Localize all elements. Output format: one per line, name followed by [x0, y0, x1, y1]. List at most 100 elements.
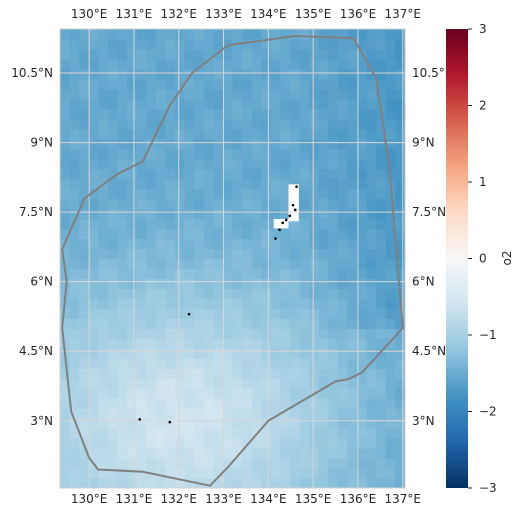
field-cell [251, 208, 262, 220]
field-cell [376, 208, 387, 220]
field-cell [242, 38, 253, 50]
field-cell [242, 98, 253, 110]
field-cell [251, 38, 262, 50]
field-cell [88, 308, 99, 319]
field-cell [222, 118, 234, 130]
field-cell [79, 318, 90, 329]
field-cell [203, 248, 214, 260]
field-cell [98, 88, 109, 100]
field-cell [347, 428, 358, 439]
field-cell [242, 258, 253, 270]
field-cell [337, 428, 349, 439]
field-cell [318, 29, 329, 40]
lon-tick-label-bottom: 137°E [385, 492, 422, 506]
field-cell [309, 168, 320, 180]
field-cell [280, 318, 291, 329]
eez-boundary [61, 35, 404, 487]
field-cell [328, 68, 339, 80]
field-cell [328, 288, 339, 300]
field-cell [242, 248, 253, 260]
field-cell [184, 368, 195, 379]
field-cell [194, 148, 205, 160]
field-cell [242, 288, 253, 300]
field-cell [357, 438, 368, 449]
field-cell [146, 328, 157, 339]
field-cell [357, 478, 368, 488]
field-cell [328, 128, 339, 140]
field-cell [347, 68, 358, 80]
field-cell [117, 238, 128, 250]
field-cell [98, 218, 109, 230]
field-cell [117, 128, 128, 140]
field-cell [107, 288, 119, 300]
field-cell [299, 308, 310, 319]
field-cell [280, 138, 291, 150]
field-cell [107, 428, 119, 439]
field-cell [251, 328, 262, 339]
field-cell [117, 68, 128, 80]
field-cell [107, 458, 119, 469]
field-cell [357, 118, 368, 130]
field-cell [194, 128, 205, 140]
field-cell [107, 298, 119, 309]
field-cell [69, 88, 80, 100]
field-cell [146, 268, 157, 280]
field-cell [337, 98, 349, 110]
field-cell [184, 118, 195, 130]
field-cell [232, 248, 243, 260]
field-cell [203, 88, 214, 100]
field-cell [175, 308, 186, 319]
field-cell [222, 478, 234, 488]
field-cell [107, 108, 119, 120]
field-cell [194, 238, 205, 250]
field-cell [165, 288, 176, 300]
field-cell [280, 358, 291, 369]
field-cell [337, 148, 349, 160]
field-cell [194, 468, 205, 479]
field-cell [395, 338, 405, 349]
field-cell [146, 388, 157, 399]
field-cell [232, 48, 243, 60]
field-cell [318, 448, 329, 459]
field-cell [261, 298, 272, 309]
field-cell [222, 368, 234, 379]
field-cell [299, 468, 310, 479]
field-cell [357, 138, 368, 150]
field-cell [318, 408, 329, 419]
field-cell [376, 168, 387, 180]
field-cell [280, 158, 291, 170]
field-cell [261, 388, 272, 399]
field-cell [337, 29, 349, 40]
field-cell [280, 148, 291, 160]
field-cell [203, 78, 214, 90]
field-cell [318, 398, 329, 409]
field-cell [79, 408, 90, 419]
field-cell [127, 318, 138, 329]
field-cell [318, 158, 329, 170]
field-cell [395, 188, 405, 200]
field-cell [175, 448, 186, 459]
field-cell [136, 268, 147, 280]
field-cell [203, 168, 214, 180]
field-cell [146, 68, 157, 80]
field-cell [194, 378, 205, 389]
field-cell [107, 238, 119, 250]
field-cell [290, 398, 301, 409]
field-cell [290, 29, 301, 40]
field-cell [299, 338, 310, 349]
field-cell [290, 218, 301, 230]
field-cell [107, 68, 119, 80]
field-cell [117, 98, 128, 110]
field-cell [251, 358, 262, 369]
field-cell [222, 98, 234, 110]
field-cell [309, 98, 320, 110]
field-cell [242, 278, 253, 290]
field-cell [155, 378, 167, 389]
field-cell [280, 338, 291, 349]
field-cell [376, 29, 387, 40]
field-cell [385, 198, 397, 210]
field-cell [165, 178, 176, 190]
field-cell [261, 238, 272, 250]
field-cell [337, 168, 349, 180]
